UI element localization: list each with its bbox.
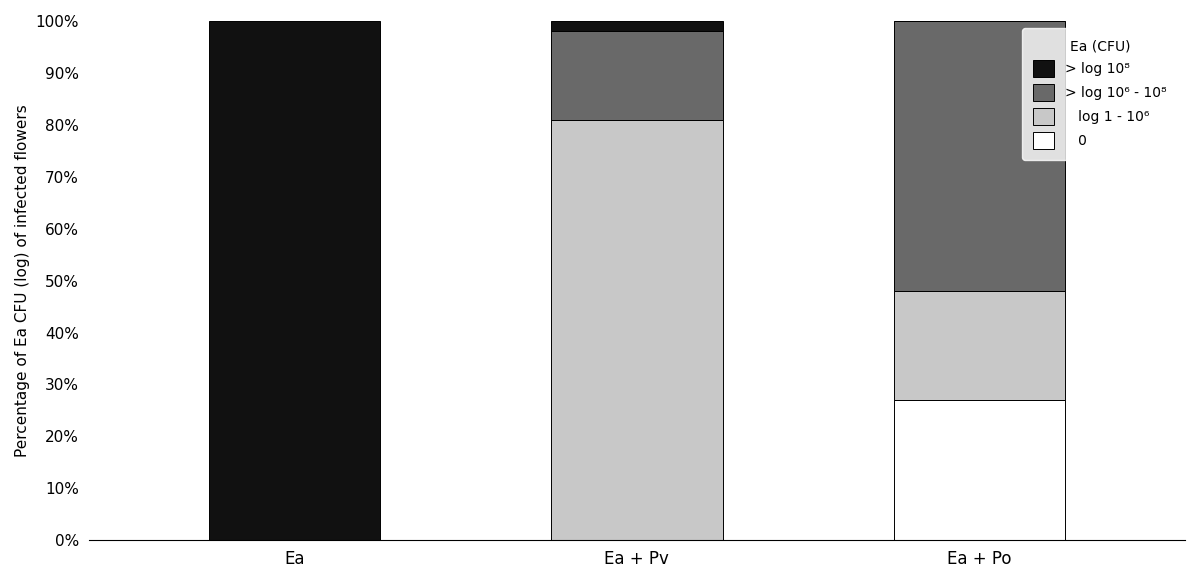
Bar: [894, 291, 1066, 400]
Bar: [894, 400, 1066, 540]
Legend: > log 10⁸, > log 10⁶ - 10⁸,    log 1 - 10⁶,    0: > log 10⁸, > log 10⁶ - 10⁸, log 1 - 10⁶,…: [1022, 28, 1178, 160]
Bar: [551, 120, 722, 540]
Bar: [551, 21, 722, 31]
Bar: [894, 21, 1066, 291]
Bar: [551, 31, 722, 120]
Bar: [209, 21, 380, 540]
Y-axis label: Percentage of Ea CFU (log) of infected flowers: Percentage of Ea CFU (log) of infected f…: [16, 104, 30, 457]
